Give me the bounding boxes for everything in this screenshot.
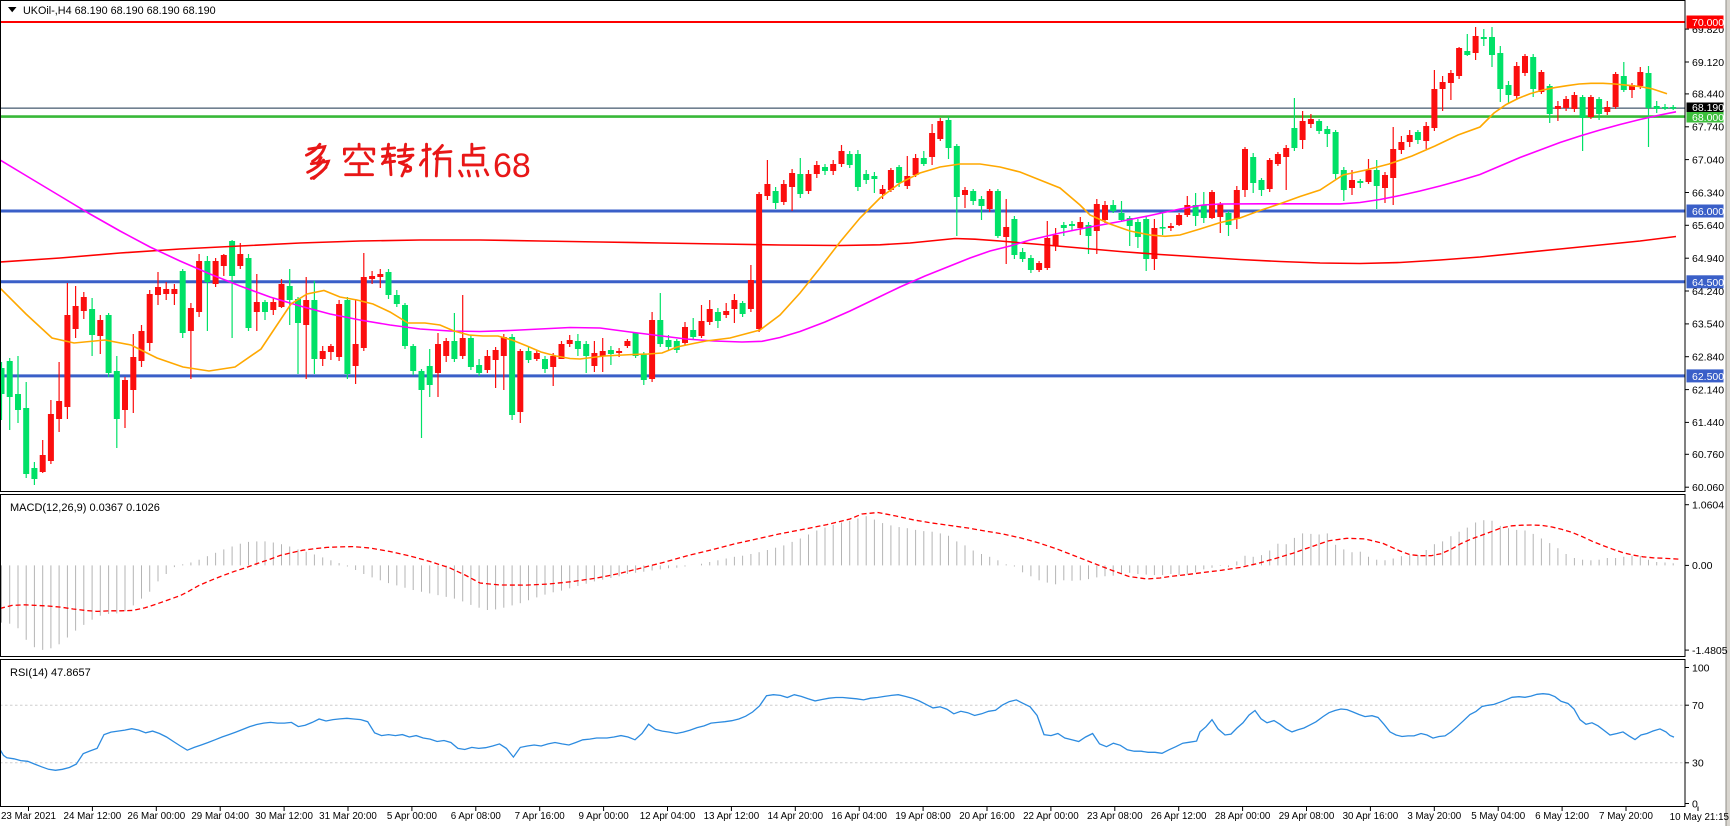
svg-text:31 Mar 20:00: 31 Mar 20:00 bbox=[319, 811, 377, 822]
svg-text:RSI(14) 47.8657: RSI(14) 47.8657 bbox=[10, 667, 91, 679]
svg-text:19 Apr 08:00: 19 Apr 08:00 bbox=[895, 811, 951, 822]
svg-text:70: 70 bbox=[1692, 700, 1704, 712]
svg-text:23 Mar 2021: 23 Mar 2021 bbox=[1, 811, 56, 822]
svg-text:63.540: 63.540 bbox=[1692, 319, 1724, 331]
svg-text:5 May 04:00: 5 May 04:00 bbox=[1471, 811, 1525, 822]
svg-text:5 Apr 00:00: 5 Apr 00:00 bbox=[387, 811, 438, 822]
svg-text:20 Apr 16:00: 20 Apr 16:00 bbox=[959, 811, 1015, 822]
svg-text:100: 100 bbox=[1692, 662, 1710, 674]
svg-text:12 Apr 04:00: 12 Apr 04:00 bbox=[640, 811, 696, 822]
svg-text:7 Apr 16:00: 7 Apr 16:00 bbox=[515, 811, 566, 822]
svg-text:68.000: 68.000 bbox=[1692, 112, 1724, 124]
svg-text:22 Apr 00:00: 22 Apr 00:00 bbox=[1023, 811, 1079, 822]
svg-text:60.060: 60.060 bbox=[1692, 482, 1724, 494]
svg-text:70.000: 70.000 bbox=[1692, 17, 1724, 29]
svg-text:3 May 20:00: 3 May 20:00 bbox=[1407, 811, 1461, 822]
svg-text:66.000: 66.000 bbox=[1692, 206, 1724, 218]
svg-text:30 Apr 16:00: 30 Apr 16:00 bbox=[1343, 811, 1399, 822]
svg-text:64.240: 64.240 bbox=[1692, 286, 1724, 298]
svg-text:0: 0 bbox=[1692, 798, 1698, 810]
svg-text:10 May 21:15: 10 May 21:15 bbox=[1670, 812, 1730, 823]
svg-text:24 Mar 12:00: 24 Mar 12:00 bbox=[64, 811, 122, 822]
svg-text:62.500: 62.500 bbox=[1692, 371, 1724, 383]
svg-text:26 Apr 12:00: 26 Apr 12:00 bbox=[1151, 811, 1207, 822]
svg-text:29 Mar 04:00: 29 Mar 04:00 bbox=[191, 811, 249, 822]
svg-text:62.840: 62.840 bbox=[1692, 352, 1724, 364]
svg-text:6 May 12:00: 6 May 12:00 bbox=[1535, 811, 1589, 822]
svg-text:61.440: 61.440 bbox=[1692, 417, 1724, 429]
svg-text:68: 68 bbox=[493, 147, 531, 185]
svg-text:64.940: 64.940 bbox=[1692, 253, 1724, 265]
svg-text:7 May 20:00: 7 May 20:00 bbox=[1599, 811, 1653, 822]
svg-text:6 Apr 08:00: 6 Apr 08:00 bbox=[451, 811, 502, 822]
svg-text:UKOil-,H4 68.190 68.190 68.19: UKOil-,H4 68.190 68.190 68.190 68.190 bbox=[23, 5, 216, 17]
svg-text:-1.4805: -1.4805 bbox=[1692, 645, 1728, 657]
svg-text:60.760: 60.760 bbox=[1692, 449, 1724, 461]
svg-text:68.190: 68.190 bbox=[1692, 102, 1724, 114]
svg-text:62.140: 62.140 bbox=[1692, 384, 1724, 396]
svg-text:68.440: 68.440 bbox=[1692, 89, 1724, 101]
svg-text:0.00: 0.00 bbox=[1692, 560, 1713, 572]
svg-text:64.500: 64.500 bbox=[1692, 277, 1724, 289]
svg-text:69.120: 69.120 bbox=[1692, 57, 1724, 69]
svg-text:1.0604: 1.0604 bbox=[1692, 500, 1724, 512]
svg-text:66.340: 66.340 bbox=[1692, 187, 1724, 199]
svg-text:28 Apr 00:00: 28 Apr 00:00 bbox=[1215, 811, 1271, 822]
svg-text:30: 30 bbox=[1692, 758, 1704, 770]
svg-text:26 Mar 00:00: 26 Mar 00:00 bbox=[127, 811, 185, 822]
svg-text:9 Apr 00:00: 9 Apr 00:00 bbox=[579, 811, 630, 822]
svg-text:65.640: 65.640 bbox=[1692, 220, 1724, 232]
svg-text:67.040: 67.040 bbox=[1692, 154, 1724, 166]
svg-text:14 Apr 20:00: 14 Apr 20:00 bbox=[768, 811, 824, 822]
svg-text:16 Apr 04:00: 16 Apr 04:00 bbox=[831, 811, 887, 822]
svg-text:13 Apr 12:00: 13 Apr 12:00 bbox=[704, 811, 760, 822]
svg-text:MACD(12,26,9) 0.0367 0.1026: MACD(12,26,9) 0.0367 0.1026 bbox=[10, 502, 160, 514]
svg-text:29 Apr 08:00: 29 Apr 08:00 bbox=[1279, 811, 1335, 822]
svg-text:30 Mar 12:00: 30 Mar 12:00 bbox=[255, 811, 313, 822]
svg-text:67.740: 67.740 bbox=[1692, 122, 1724, 134]
svg-text:23 Apr 08:00: 23 Apr 08:00 bbox=[1087, 811, 1143, 822]
